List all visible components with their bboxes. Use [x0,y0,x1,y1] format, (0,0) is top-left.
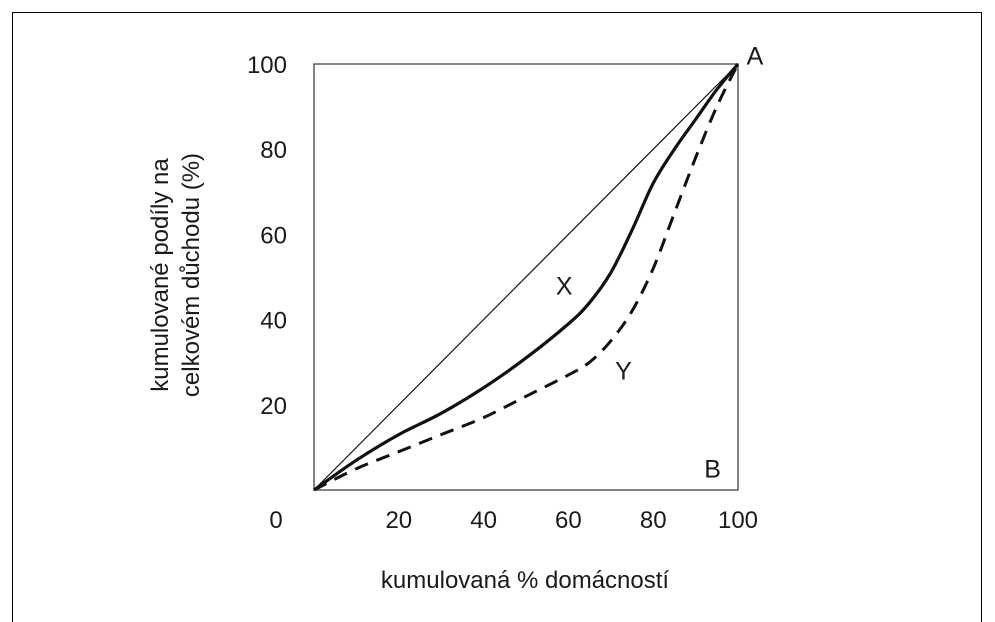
y-tick-label: 40 [260,308,287,335]
figure-frame [12,12,982,622]
x-tick-label: 40 [470,507,497,534]
x-tick-label: 20 [385,507,412,534]
y-tick-labels: 20 40 60 80 100 [247,52,287,420]
y-tick-label: 80 [260,137,287,164]
annotations: A B X Y [556,42,764,483]
x-tick-label: 80 [640,507,667,534]
x-axis-label: kumulovaná % domácností [381,567,669,594]
annotation-y: Y [615,358,632,386]
y-tick-label: 60 [260,222,287,249]
series-x-line [313,62,740,492]
annotation-b: B [704,456,721,484]
x-tick-labels: 0 20 40 60 80 100 [269,507,758,534]
annotation-x: X [556,273,573,301]
series-layer [313,62,740,492]
y-axis-label: kumulované podíly na celkovém důchodu (%… [147,153,205,397]
equality-line [313,63,739,491]
x-tick-label: 100 [718,507,758,534]
x-tick-label: 60 [555,507,582,534]
plot-area [313,63,739,491]
x-tick-label: 0 [269,507,282,534]
series-y-line [313,63,740,492]
y-axis-label-line-1: kumulované podíly na [147,158,174,392]
annotation-a: A [747,42,764,70]
y-tick-label: 20 [260,393,287,420]
y-axis-label-line-2: celkovém důchodu (%) [178,153,205,397]
y-tick-label: 100 [247,52,287,79]
